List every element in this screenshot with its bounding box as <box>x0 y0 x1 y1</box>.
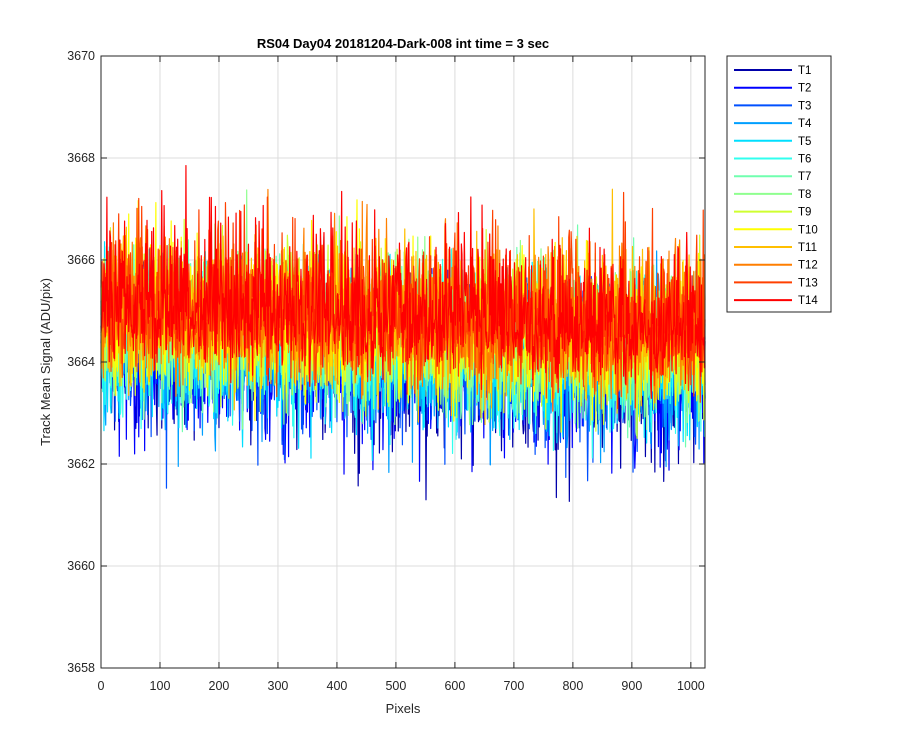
series-layer <box>100 164 706 502</box>
y-tick-label: 3666 <box>67 253 95 267</box>
y-tick-label: 3658 <box>67 661 95 675</box>
y-tick-label: 3668 <box>67 151 95 165</box>
legend-label-T7: T7 <box>798 171 811 183</box>
legend-label-T6: T6 <box>798 154 811 166</box>
x-tick-label: 300 <box>268 679 289 693</box>
y-tick-label: 3664 <box>67 355 95 369</box>
legend-label-T5: T5 <box>798 136 811 148</box>
x-tick-label: 0 <box>98 679 105 693</box>
x-tick-label: 500 <box>385 679 406 693</box>
x-tick-label: 200 <box>209 679 230 693</box>
x-tick-label: 100 <box>150 679 171 693</box>
x-tick-label: 800 <box>562 679 583 693</box>
legend: T1 T2 T3 T4 T5 T6 T7 T8 T9 T10 T11 T12 T13 T14 <box>726 55 832 313</box>
y-tick-label: 3660 <box>67 559 95 573</box>
legend-label-T2: T2 <box>798 83 811 95</box>
legend-label-T14: T14 <box>798 295 818 307</box>
legend-label-T3: T3 <box>798 100 811 112</box>
legend-box <box>726 55 832 313</box>
legend-label-T11: T11 <box>798 242 817 254</box>
ticks: 0 100 200 300 400 500 600 700 800 900 1000 3658 3660… <box>67 49 705 693</box>
x-tick-label: 400 <box>327 679 348 693</box>
legend-label-T1: T1 <box>798 65 811 77</box>
legend-label-T12: T12 <box>798 260 818 272</box>
legend-label-T9: T9 <box>798 207 811 219</box>
y-tick-label: 3670 <box>67 49 95 63</box>
legend-label-T10: T10 <box>798 224 818 236</box>
series-line-T14 <box>100 164 706 399</box>
x-tick-label: 900 <box>621 679 642 693</box>
legend-label-T4: T4 <box>798 118 812 130</box>
x-tick-label: 600 <box>444 679 465 693</box>
x-axis-label: Pixels <box>386 701 421 716</box>
chart-title: RS04 Day04 20181204-Dark-008 int time = … <box>257 36 549 51</box>
y-axis-label: Track Mean Signal (ADU/pix) <box>38 278 53 446</box>
x-tick-label: 1000 <box>677 679 705 693</box>
legend-label-T8: T8 <box>798 189 811 201</box>
legend-label-T13: T13 <box>798 277 818 289</box>
x-tick-label: 700 <box>503 679 524 693</box>
y-tick-label: 3662 <box>67 457 95 471</box>
